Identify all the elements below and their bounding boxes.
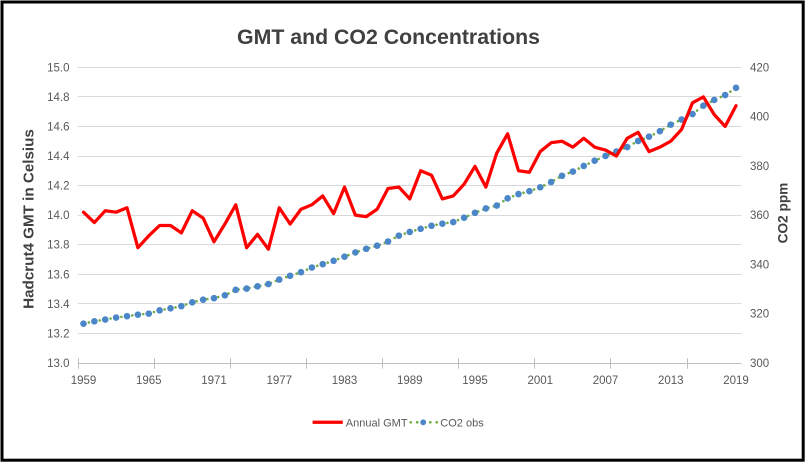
svg-text:Hadcrut4 GMT in Celsius: Hadcrut4 GMT in Celsius — [21, 129, 38, 309]
svg-text:380: 380 — [750, 161, 769, 173]
svg-text:13.4: 13.4 — [47, 299, 70, 311]
svg-text:CO2 ppm: CO2 ppm — [776, 183, 791, 244]
svg-text:300: 300 — [750, 358, 769, 370]
svg-text:GMT and CO2 Concentrations: GMT and CO2 Concentrations — [237, 25, 540, 49]
svg-text:14.4: 14.4 — [47, 151, 70, 163]
svg-text:2019: 2019 — [723, 375, 749, 387]
svg-text:320: 320 — [750, 309, 769, 321]
svg-text:13.8: 13.8 — [47, 240, 69, 252]
svg-text:1983: 1983 — [332, 375, 358, 387]
svg-text:1977: 1977 — [266, 375, 292, 387]
svg-text:13.6: 13.6 — [47, 269, 69, 281]
svg-text:1989: 1989 — [397, 375, 423, 387]
svg-text:CO2 obs: CO2 obs — [440, 418, 484, 430]
svg-text:1971: 1971 — [201, 375, 227, 387]
svg-text:14.2: 14.2 — [47, 181, 69, 193]
svg-text:Annual GMT: Annual GMT — [346, 418, 408, 430]
svg-text:14.6: 14.6 — [47, 121, 69, 133]
svg-text:420: 420 — [750, 62, 769, 74]
svg-text:14.0: 14.0 — [47, 210, 69, 222]
svg-text:15.0: 15.0 — [47, 62, 69, 74]
svg-text:400: 400 — [750, 112, 769, 124]
svg-text:2007: 2007 — [593, 375, 619, 387]
svg-text:14.8: 14.8 — [47, 92, 69, 104]
svg-text:1959: 1959 — [71, 375, 97, 387]
svg-text:13.2: 13.2 — [47, 328, 69, 340]
svg-text:1995: 1995 — [462, 375, 488, 387]
svg-text:360: 360 — [750, 210, 769, 222]
svg-text:1965: 1965 — [136, 375, 162, 387]
svg-text:13.0: 13.0 — [47, 358, 69, 370]
svg-text:340: 340 — [750, 259, 769, 271]
svg-text:2001: 2001 — [527, 375, 553, 387]
svg-text:2013: 2013 — [658, 375, 684, 387]
